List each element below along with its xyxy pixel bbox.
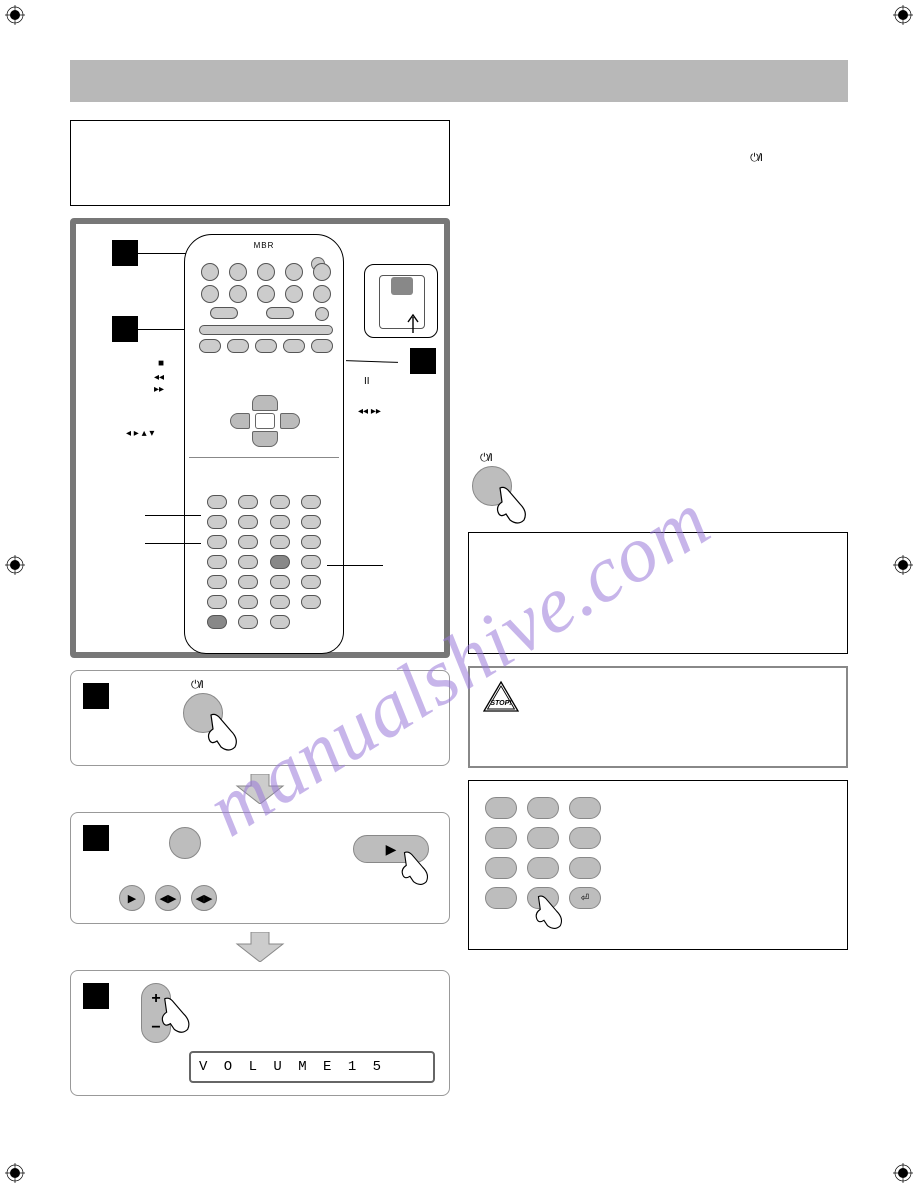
step-2-box: ▶ ▶ ◀▶ ◀▶ (70, 812, 450, 924)
enter-icon: ⏎ (581, 893, 589, 904)
rew-ff-icon: ◂◂ ▸▸ (358, 406, 381, 417)
registration-mark-icon (5, 5, 25, 25)
finger-press-icon (533, 893, 573, 933)
stop-icon: ■ (158, 358, 164, 369)
keypad-key[interactable] (569, 827, 601, 849)
finger-press-icon (159, 995, 201, 1037)
finger-press-icon (399, 849, 439, 889)
power-press-illustration: ⏻/I (472, 456, 848, 512)
keypad-key-enter[interactable]: ⏎ (569, 887, 601, 909)
finger-press-icon (205, 711, 249, 755)
keypad-key[interactable] (527, 797, 559, 819)
stop-warning-icon: STOP! (482, 680, 520, 719)
columns: ■ ◂◂ ▸▸ II ◂◂ ▸▸ ◂ ▸ ▴ ▾ MBR (70, 120, 848, 1096)
text-paragraph-2 (468, 198, 848, 438)
callout-box-1 (112, 240, 138, 266)
nav-button-lr-2[interactable]: ◀▶ (191, 885, 217, 911)
power-label: ⏻/I (480, 452, 492, 465)
keypad-key[interactable] (485, 887, 517, 909)
keypad-key[interactable] (569, 857, 601, 879)
registration-mark-icon (5, 1163, 25, 1183)
callout-box-2 (112, 316, 138, 342)
dpad (230, 395, 300, 447)
keypad-box: ⏎ (468, 780, 848, 950)
keypad-key[interactable] (569, 797, 601, 819)
keypad-key[interactable] (527, 827, 559, 849)
keypad-key[interactable] (485, 827, 517, 849)
intro-text-box (70, 120, 450, 206)
round-button[interactable] (169, 827, 201, 859)
left-column: ■ ◂◂ ▸▸ II ◂◂ ▸▸ ◂ ▸ ▴ ▾ MBR (70, 120, 450, 1096)
down-arrow-icon (233, 774, 287, 804)
skip-back-icon: ◂◂ (154, 372, 164, 383)
power-symbol-inline-icon: ⏻/I (750, 152, 762, 165)
step-number-1 (83, 683, 109, 709)
keypad-key[interactable] (527, 857, 559, 879)
skip-fwd-icon: ▸▸ (154, 384, 164, 395)
keypad-key[interactable] (485, 857, 517, 879)
keypad-key[interactable] (485, 797, 517, 819)
play-icon: ▶ (386, 841, 397, 858)
remote-brand-label: MBR (185, 241, 343, 250)
registration-mark-icon (893, 5, 913, 25)
callout-box-3 (410, 348, 436, 374)
registration-mark-icon (5, 555, 25, 575)
triangle-lr-icon: ◀▶ (196, 892, 213, 905)
nav-button-lr[interactable]: ◀▶ (155, 885, 181, 911)
remote-diagram: ■ ◂◂ ▸▸ II ◂◂ ▸▸ ◂ ▸ ▴ ▾ MBR (70, 218, 450, 658)
down-arrow-icon (233, 932, 287, 962)
remote-body: MBR (184, 234, 344, 654)
step-number-3 (83, 983, 109, 1009)
triangle-lr-icon: ◀▶ (160, 892, 177, 905)
registration-mark-icon (893, 555, 913, 575)
triangle-right-icon: ▶ (128, 892, 136, 905)
right-column: ⏻/I ⏻/I STOP! (468, 120, 848, 1096)
warning-box: STOP! (468, 666, 848, 768)
note-box (468, 532, 848, 654)
pause-icon: II (364, 376, 370, 387)
manual-page: ■ ◂◂ ▸▸ II ◂◂ ▸▸ ◂ ▸ ▴ ▾ MBR (0, 0, 918, 1188)
nav-button-right[interactable]: ▶ (119, 885, 145, 911)
step-number-2 (83, 825, 109, 851)
finger-press-icon (494, 484, 538, 528)
power-label: ⏻/I (191, 679, 203, 692)
step-1-box: ⏻/I (70, 670, 450, 766)
arrows-icon: ◂ ▸ ▴ ▾ (126, 428, 154, 439)
registration-mark-icon (893, 1163, 913, 1183)
step-3-box: + − V O L U M E 1 5 (70, 970, 450, 1096)
slider-zoom-callout (364, 264, 438, 338)
svg-text:STOP!: STOP! (490, 700, 512, 707)
lcd-display: V O L U M E 1 5 (189, 1051, 435, 1083)
page-header-band (70, 60, 848, 102)
text-paragraph-1: ⏻/I (468, 120, 848, 186)
